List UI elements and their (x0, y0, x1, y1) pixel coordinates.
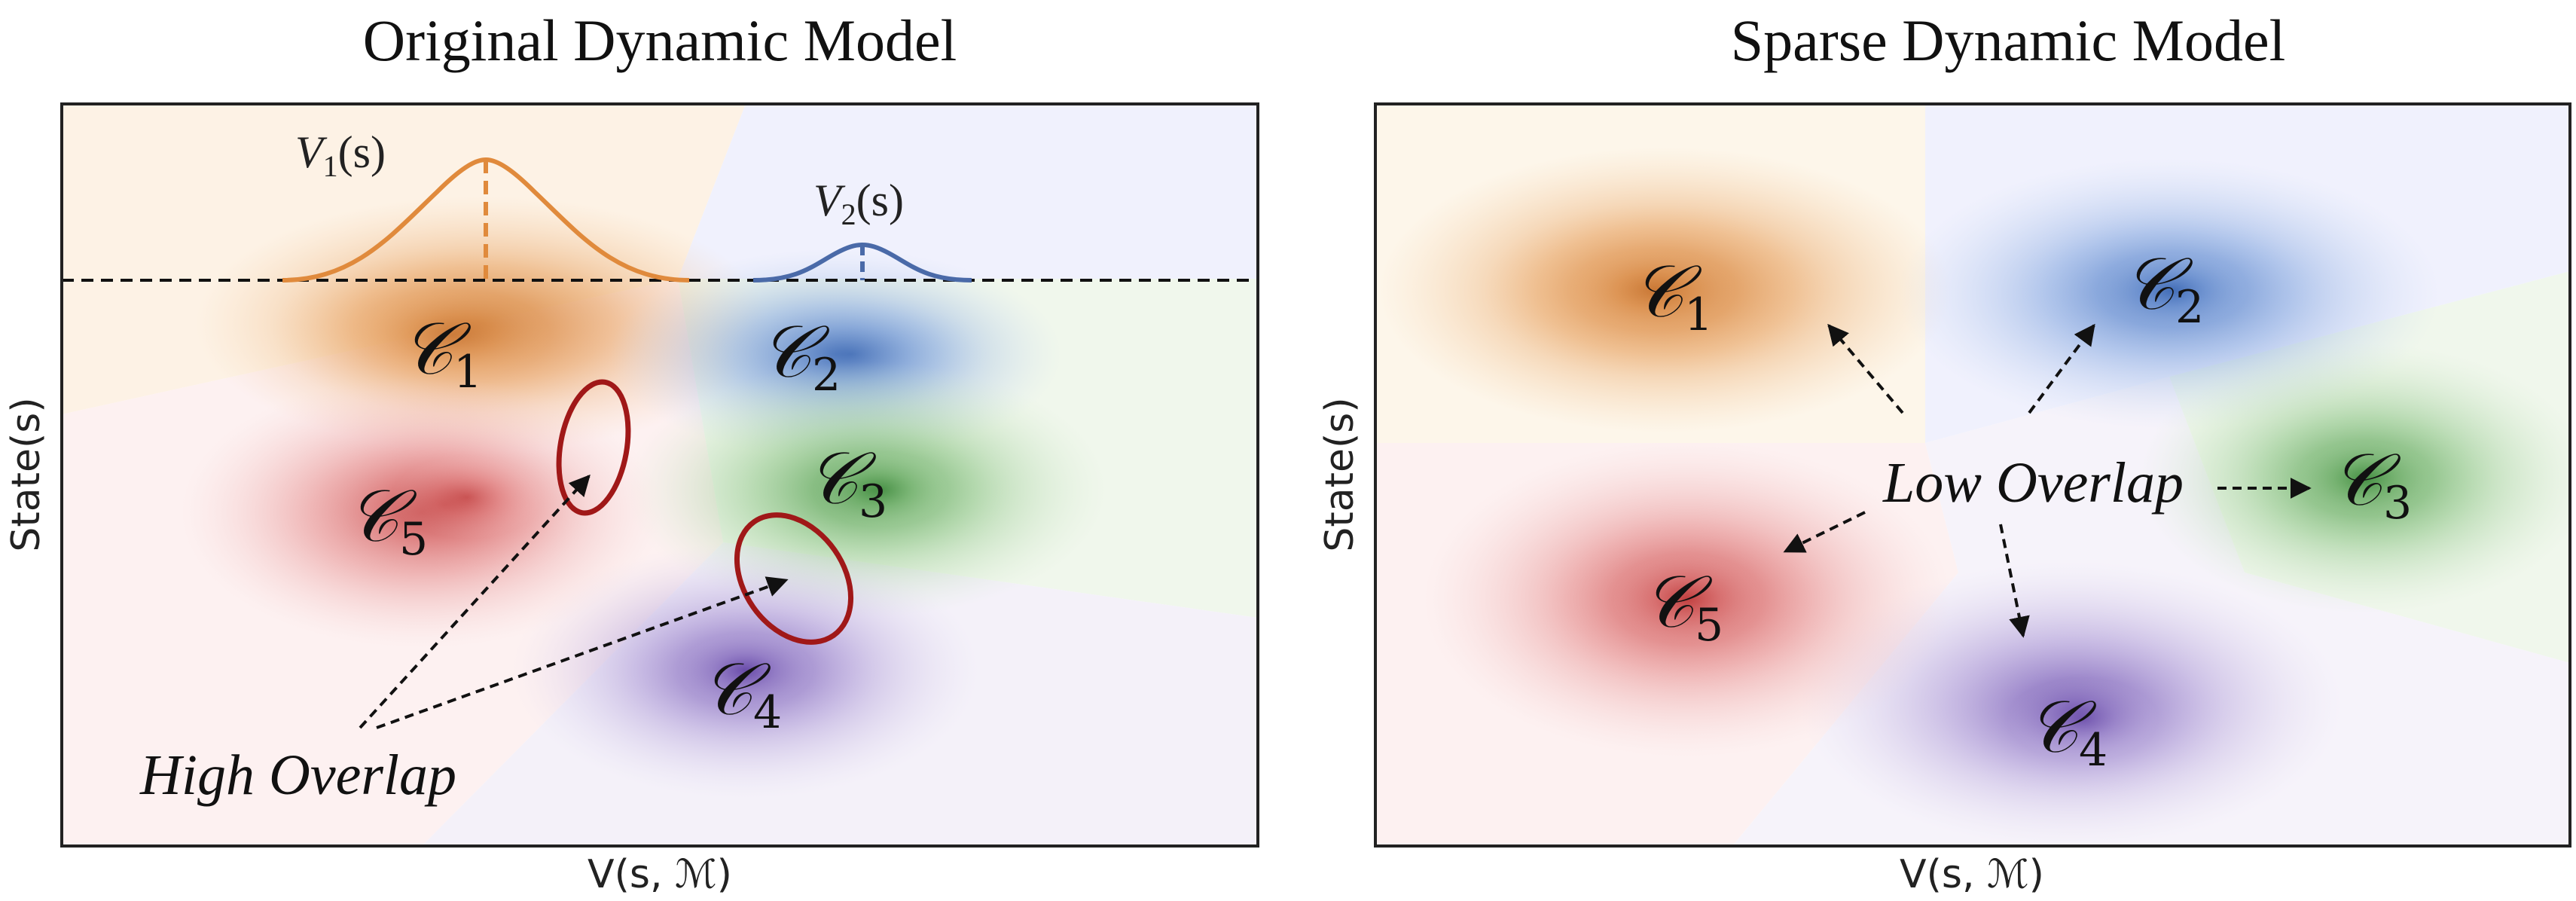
cluster-c1-density (1378, 147, 1951, 433)
y-axis-label: State(s) (1317, 397, 1363, 551)
overlap-arrow-1 (359, 474, 591, 729)
panel-title: Sparse Dynamic Model (1731, 8, 2286, 73)
v2-label: V2(s) (813, 176, 904, 231)
overlap-arrow-2 (376, 576, 789, 729)
plot-area (62, 104, 1258, 846)
plot-frame (60, 102, 1259, 848)
panel-title: Original Dynamic Model (363, 8, 957, 73)
plot-area (1375, 104, 2570, 846)
panel-sparse: Sparse Dynamic Model (1317, 8, 2571, 897)
cluster-c5-density (1424, 441, 1951, 757)
panel-original: Original Dynamic Model (4, 8, 1259, 897)
v1-label: V1(s) (295, 127, 386, 183)
y-axis-label: State(s) (4, 397, 49, 551)
x-axis-label: V(s, ℳ) (588, 852, 732, 897)
cluster-label-c4: 𝒞4 (700, 647, 782, 739)
low-overlap-arrow-c2 (2028, 323, 2095, 414)
plot-frame (1374, 102, 2571, 848)
low-overlap-arrow-c4 (1999, 524, 2030, 638)
overlap-highlight-1 (556, 379, 631, 516)
region-blue (678, 104, 1258, 279)
low-overlap-arrow-c1 (1827, 323, 1904, 414)
annotation-low-overlap: Low Overlap (1882, 451, 2184, 515)
cluster-label-c1: 𝒞1 (1631, 249, 1713, 341)
overlap-highlight-2 (734, 512, 854, 645)
cluster-c4-density (512, 542, 979, 799)
x-axis-label: V(s, ℳ) (1900, 852, 2044, 897)
annotation-high-overlap: High Overlap (139, 744, 456, 807)
cluster-c3-density (2139, 343, 2570, 614)
cluster-c5-density (181, 377, 663, 648)
